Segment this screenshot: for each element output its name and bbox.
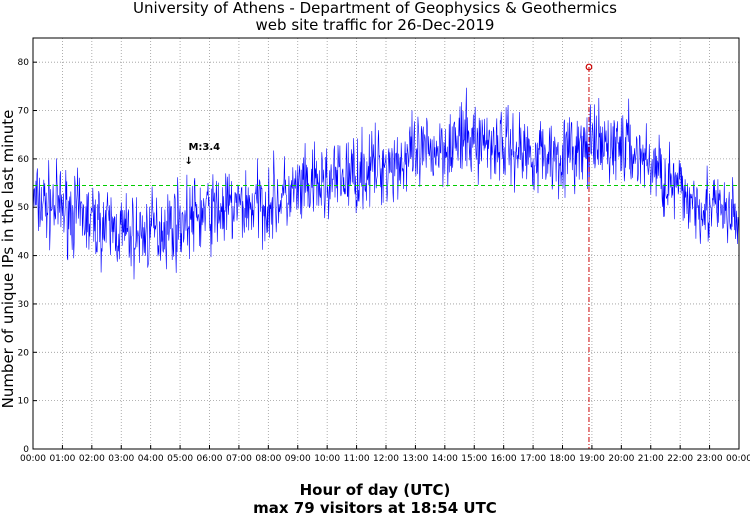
chart-subtitle: web site traffic for 26-Dec-2019	[255, 16, 495, 34]
event-annotation-arrow: ↓	[184, 156, 192, 167]
y-tick-label: 80	[18, 58, 30, 68]
x-tick-label: 17:00	[520, 454, 546, 464]
chart-title: University of Athens - Department of Geo…	[133, 0, 617, 17]
x-tick-label: 15:00	[461, 454, 487, 464]
x-tick-label: 18:00	[550, 454, 576, 464]
y-tick-label: 20	[18, 348, 30, 358]
y-tick-label: 40	[18, 252, 30, 262]
x-tick-label: 09:00	[285, 454, 311, 464]
x-tick-label: 00:00	[726, 454, 750, 464]
y-axis-label: Number of unique IPs in the last minute	[0, 109, 17, 409]
y-tick-label: 30	[18, 300, 30, 310]
x-tick-label: 11:00	[344, 454, 370, 464]
max-marker-point	[585, 63, 593, 71]
x-tick-label: 22:00	[667, 454, 693, 464]
x-tick-label: 06:00	[197, 454, 223, 464]
x-axis-label: Hour of day (UTC)	[299, 481, 451, 499]
plot-frame	[32, 37, 740, 450]
x-tick-label: 01:00	[49, 454, 75, 464]
x-tick-label: 14:00	[432, 454, 458, 464]
x-tick-label: 19:00	[579, 454, 605, 464]
x-tick-label: 02:00	[79, 454, 105, 464]
traffic-series-line	[32, 87, 740, 280]
x-tick-label: 07:00	[226, 454, 252, 464]
y-tick-label: 60	[18, 155, 30, 165]
x-tick-label: 08:00	[255, 454, 281, 464]
x-tick-label: 05:00	[167, 454, 193, 464]
y-tick-label: 70	[18, 107, 30, 117]
x-tick-label: 21:00	[638, 454, 664, 464]
x-tick-label: 20:00	[608, 454, 634, 464]
y-tick-label: 0	[23, 445, 29, 455]
x-tick-label: 16:00	[491, 454, 517, 464]
x-tick-label: 12:00	[373, 454, 399, 464]
y-tick-label: 50	[18, 203, 30, 213]
x-tick-label: 13:00	[402, 454, 428, 464]
event-annotation-label: M:3.4	[188, 142, 220, 153]
x-tick-label: 03:00	[108, 454, 134, 464]
x-tick-label: 00:00	[20, 454, 46, 464]
x-tick-label: 10:00	[314, 454, 340, 464]
y-tick-label: 10	[18, 397, 30, 407]
max-visitors-note: max 79 visitors at 18:54 UTC	[253, 499, 497, 517]
x-tick-label: 04:00	[138, 454, 164, 464]
x-tick-label: 23:00	[697, 454, 723, 464]
